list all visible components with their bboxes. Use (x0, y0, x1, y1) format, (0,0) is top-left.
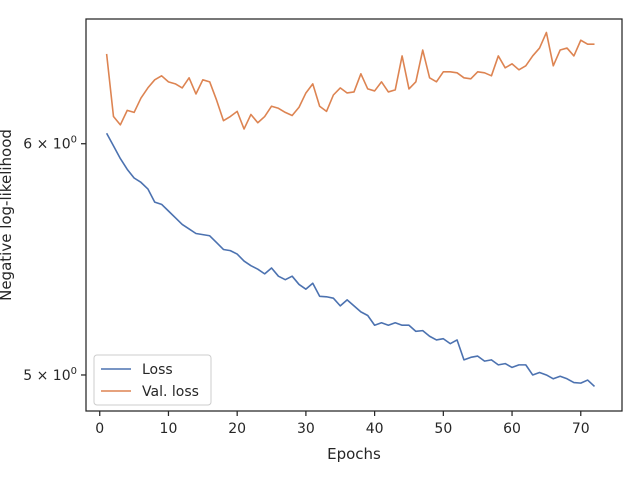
x-tick-label: 30 (297, 421, 315, 437)
x-tick-label: 40 (366, 421, 384, 437)
x-tick-label: 60 (503, 421, 521, 437)
y-tick-label: 5 × 100 (23, 366, 77, 384)
plot-frame (85, 18, 623, 412)
series-line-loss (105, 132, 596, 388)
x-tick-label: 50 (434, 421, 452, 437)
legend: Loss Val. loss (93, 354, 212, 406)
y-axis-ticks: 5 × 100 6 × 100 (23, 135, 86, 384)
series-line-val-loss (105, 31, 595, 130)
y-tick-label: 6 × 100 (23, 135, 77, 153)
x-tick-label: 10 (160, 421, 178, 437)
x-axis-label: Epochs (327, 445, 381, 463)
x-tick-label: 20 (228, 421, 246, 437)
legend-label-loss: Loss (142, 362, 173, 378)
legend-box (93, 354, 212, 406)
x-tick-label: 70 (572, 421, 590, 437)
legend-label-val-loss: Val. loss (142, 384, 199, 400)
x-tick-label: 0 (95, 421, 104, 437)
y-axis-label: Negative log-likelihood (0, 129, 15, 301)
series-layer (105, 31, 596, 388)
x-axis-ticks: 0 10 20 30 40 50 60 70 (95, 411, 590, 437)
